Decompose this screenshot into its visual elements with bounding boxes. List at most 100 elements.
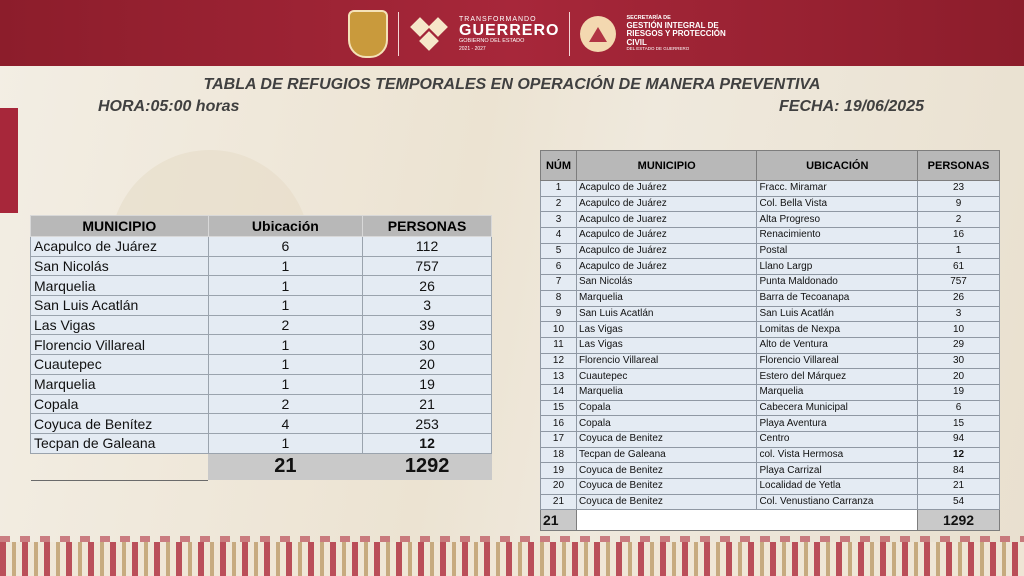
pc-line2: GESTIÓN INTEGRAL DE RIESGOS Y PROTECCIÓN… (626, 20, 726, 47)
header-bar (0, 0, 1024, 66)
detail-cell-municipio: Coyuca de Benitez (575, 493, 758, 511)
detail-row: 5 Acapulco de Juárez Postal 1 (540, 242, 1000, 260)
pc-line1: SECRETARÍA DE (626, 15, 671, 22)
summary-row: Florencio Villareal 1 30 (30, 334, 492, 356)
summary-cell-municipio: Copala (30, 393, 209, 415)
summary-row: Marquelia 1 19 (30, 373, 492, 395)
detail-total-num: 21 (540, 509, 577, 532)
detail-cell-municipio: Las Vigas (575, 336, 758, 354)
detail-cell-ubicacion: Alta Progreso (756, 211, 919, 229)
detail-cell-ubicacion: Llano Largp (756, 258, 919, 276)
detail-row: 3 Acapulco de Juarez Alta Progreso 2 (540, 211, 1000, 229)
detail-row: 18 Tecpan de Galeana col. Vista Hermosa 12 (540, 446, 1000, 464)
summary-cell-ubicacion: 4 (207, 413, 364, 434)
summary-row: Marquelia 1 26 (30, 275, 492, 297)
summary-cell-municipio: Tecpan de Galeana (30, 432, 209, 454)
detail-total-personas: 1292 (917, 509, 1000, 532)
detail-cell-ubicacion: Postal (756, 242, 919, 260)
summary-cell-municipio: Cuautepec (30, 354, 209, 375)
detail-cell-num: 2 (540, 195, 577, 213)
detail-cell-ubicacion: Col. Venustiano Carranza (756, 493, 919, 511)
detail-cell-num: 7 (540, 274, 577, 291)
summary-cell-personas: 12 (362, 432, 492, 454)
detail-cell-num: 21 (540, 493, 577, 511)
summary-cell-municipio: San Luis Acatlán (30, 295, 209, 316)
detail-cell-municipio: Tecpan de Galeana (575, 446, 758, 464)
summary-header-ubicacion: Ubicación (207, 215, 364, 237)
summary-cell-personas: 21 (362, 393, 492, 415)
date-label: FECHA: 19/06/2025 (779, 98, 924, 115)
detail-cell-municipio: Copala (575, 399, 758, 417)
detail-cell-num: 19 (540, 462, 577, 480)
detail-row: 9 San Luis Acatlán San Luis Acatlán 3 (540, 305, 1000, 323)
summary-total-blank (30, 453, 209, 481)
detail-cell-num: 15 (540, 399, 577, 417)
summary-cell-personas: 112 (362, 236, 492, 257)
detail-cell-ubicacion: Col. Bella Vista (756, 195, 919, 213)
proteccion-civil-icon (580, 16, 617, 52)
detail-cell-personas: 29 (917, 336, 1000, 354)
detail-cell-personas: 61 (917, 258, 1000, 276)
detail-cell-num: 20 (540, 478, 577, 495)
detail-cell-municipio: Florencio Villareal (575, 352, 758, 370)
summary-cell-municipio: Marquelia (30, 373, 209, 395)
detail-cell-num: 8 (540, 289, 577, 307)
summary-cell-ubicacion: 1 (207, 334, 364, 356)
detail-cell-personas: 2 (917, 211, 1000, 229)
detail-row: 1 Acapulco de Juárez Fracc. Miramar 23 (540, 180, 1000, 197)
summary-cell-personas: 253 (362, 413, 492, 434)
pc-line3: DEL ESTADO DE GUERRERO (626, 46, 690, 52)
detail-cell-municipio: Acapulco de Juárez (575, 180, 758, 197)
detail-header-row: NÚM MUNICIPIO UBICACIÓN PERSONAS (540, 150, 1000, 181)
summary-row: Acapulco de Juárez 6 112 (30, 236, 492, 257)
summary-cell-ubicacion: 1 (207, 295, 364, 316)
detail-row: 20 Coyuca de Benitez Localidad de Yetla 21 (540, 478, 1000, 495)
side-accent-strip (0, 108, 18, 213)
detail-cell-ubicacion: Marquelia (756, 383, 919, 401)
detail-cell-personas: 6 (917, 399, 1000, 417)
summary-row: Tecpan de Galeana 1 12 (30, 432, 492, 454)
detail-cell-municipio: Cuautepec (575, 368, 758, 385)
summary-cell-ubicacion: 1 (207, 354, 364, 375)
summary-table: MUNICIPIO Ubicación PERSONAS Acapulco de… (30, 215, 492, 481)
state-seal-icon (348, 10, 388, 58)
gob-line3: GOBIERNO DEL ESTADO (459, 38, 525, 45)
detail-cell-municipio: Coyuca de Benitez (575, 462, 758, 480)
detail-cell-num: 12 (540, 352, 577, 370)
summary-cell-ubicacion: 2 (207, 314, 364, 336)
detail-cell-num: 3 (540, 211, 577, 229)
time-label: HORA:05:00 horas (98, 98, 240, 115)
logo-divider (398, 12, 399, 56)
detail-cell-municipio: Acapulco de Juárez (575, 258, 758, 276)
detail-cell-municipio: Marquelia (575, 289, 758, 307)
detail-cell-ubicacion: Fracc. Miramar (756, 180, 919, 197)
detail-cell-ubicacion: Lomitas de Nexpa (756, 321, 919, 338)
logo-divider (569, 12, 571, 56)
detail-row: 14 Marquelia Marquelia 19 (540, 383, 1000, 401)
detail-row: 16 Copala Playa Aventura 15 (540, 415, 1000, 432)
detail-cell-ubicacion: Alto de Ventura (756, 336, 919, 354)
summary-cell-municipio: Coyuca de Benítez (30, 413, 209, 434)
detail-cell-municipio: Las Vigas (575, 321, 758, 338)
detail-cell-ubicacion: Estero del Márquez (756, 368, 919, 385)
summary-cell-municipio: San Nicolás (30, 255, 209, 277)
gob-line1: TRANSFORMANDO (459, 16, 537, 24)
detail-row: 11 Las Vigas Alto de Ventura 29 (540, 336, 1000, 354)
detail-cell-personas: 1 (917, 242, 1000, 260)
detail-cell-num: 9 (540, 305, 577, 323)
detail-cell-num: 11 (540, 336, 577, 354)
gobierno-logo-text: TRANSFORMANDO GUERRERO GOBIERNO DEL ESTA… (459, 16, 559, 52)
detail-cell-personas: 30 (917, 352, 1000, 370)
detail-cell-ubicacion: Playa Carrizal (756, 462, 919, 480)
summary-cell-municipio: Florencio Villareal (30, 334, 209, 356)
detail-cell-municipio: Copala (575, 415, 758, 432)
detail-cell-num: 10 (540, 321, 577, 338)
detail-cell-personas: 23 (917, 180, 1000, 197)
page-title: TABLA DE REFUGIOS TEMPORALES EN OPERACIÓ… (203, 76, 821, 93)
summary-cell-ubicacion: 1 (207, 432, 364, 454)
detail-row: 17 Coyuca de Benitez Centro 94 (540, 431, 1000, 448)
header-logos: TRANSFORMANDO GUERRERO GOBIERNO DEL ESTA… (348, 8, 736, 60)
detail-cell-ubicacion: col. Vista Hermosa (756, 446, 919, 464)
detail-cell-personas: 757 (917, 274, 1000, 291)
detail-cell-municipio: San Luis Acatlán (575, 305, 758, 323)
